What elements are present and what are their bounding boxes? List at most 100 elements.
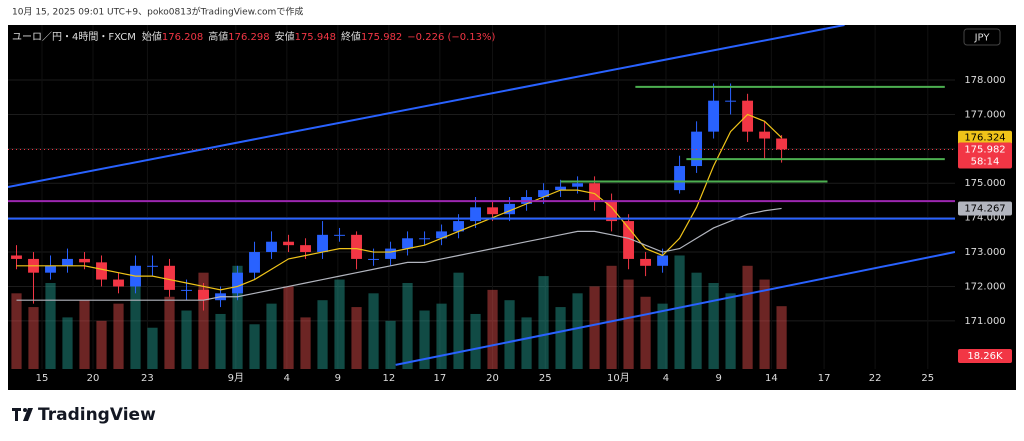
- candle-body: [300, 245, 311, 253]
- candle-body: [453, 221, 464, 232]
- volume-bar: [419, 310, 430, 369]
- candle-body: [317, 234, 328, 253]
- candle-body: [402, 238, 413, 249]
- candle-body: [708, 100, 720, 132]
- candle-body: [368, 258, 379, 260]
- volume-bar: [487, 289, 498, 369]
- candle-body: [538, 190, 549, 197]
- volume-bar: [351, 307, 362, 369]
- volume-label: 18.26K: [967, 351, 1003, 362]
- y-tick-label: 171.000: [964, 316, 1005, 327]
- volume-bar: [181, 310, 192, 369]
- candle-body: [113, 279, 124, 287]
- candle-body: [589, 183, 601, 201]
- ohlc-label: 高値: [208, 30, 228, 43]
- volume-bar: [657, 303, 668, 369]
- candle-body: [470, 207, 481, 222]
- volume-bar: [232, 265, 243, 369]
- last-price-box: [958, 142, 1012, 169]
- volume-bar: [96, 320, 107, 369]
- x-tick-label: 22: [869, 373, 882, 384]
- volume-bar: [504, 300, 515, 369]
- volume-bar: [674, 255, 685, 369]
- volume-bar: [198, 272, 209, 369]
- volume-bar: [368, 293, 379, 369]
- y-tick-label: 178.000: [964, 75, 1005, 86]
- volume-bar: [147, 327, 158, 369]
- candle-body: [555, 186, 566, 191]
- candle-body: [266, 241, 277, 253]
- x-tick-label: 12: [382, 373, 395, 384]
- volume-bar: [589, 286, 600, 369]
- ohlc-value: 175.948: [295, 32, 336, 43]
- candle-body: [283, 241, 294, 246]
- volume-bar: [759, 279, 770, 369]
- x-tick-label: 17: [818, 373, 831, 384]
- moving-average: [16, 207, 782, 301]
- volume-bar: [62, 317, 73, 369]
- ohlc-label: 安値: [275, 30, 295, 43]
- brand-name: TradingView: [38, 405, 156, 425]
- candle-body: [96, 262, 107, 280]
- volume-bar: [249, 324, 260, 369]
- candle-body: [385, 248, 396, 259]
- currency-label[interactable]: JPY: [974, 33, 991, 44]
- volume-bar: [470, 313, 481, 369]
- candle-body: [11, 255, 22, 259]
- x-tick-label: 9: [335, 373, 341, 384]
- currency-button[interactable]: [963, 28, 1001, 46]
- volume-bar: [385, 320, 396, 369]
- volume-bar: [708, 283, 719, 369]
- candle-body: [164, 265, 175, 290]
- candle-body: [45, 265, 56, 273]
- drawing-line: [395, 251, 955, 366]
- candle-body: [640, 258, 652, 266]
- candle-body: [657, 255, 669, 266]
- candle-body: [436, 231, 447, 239]
- caption: 10月 15, 2025 09:01 UTC+9、poko0813がTradin…: [12, 6, 303, 18]
- drawing-line: [8, 25, 845, 189]
- volume-bar: [742, 265, 753, 369]
- x-tick-label: 9月: [228, 372, 244, 384]
- volume-bar: [130, 286, 141, 369]
- candle-body: [487, 207, 498, 215]
- candle-body: [79, 258, 90, 263]
- candle-body: [198, 289, 209, 301]
- volume-bar: [283, 286, 294, 369]
- ma-price-label-box: [958, 130, 1012, 145]
- candle-body: [351, 234, 362, 259]
- x-tick-label: 10月: [607, 372, 630, 384]
- candle-body: [776, 138, 788, 150]
- volume-label-box: [958, 349, 1012, 363]
- ma-price-label: 176.324: [964, 133, 1005, 144]
- candle-body: [725, 100, 737, 102]
- volume-bar: [164, 296, 175, 369]
- candle-body: [147, 265, 158, 267]
- ma-price-label-box: [958, 201, 1012, 216]
- candle-body: [572, 183, 584, 187]
- volume-bar: [725, 293, 736, 369]
- candle-body: [606, 200, 618, 222]
- candle-body: [623, 221, 635, 259]
- candle-body: [419, 238, 430, 240]
- volume-bar: [776, 306, 787, 369]
- volume-bar: [11, 293, 22, 369]
- volume-bar: [79, 300, 90, 369]
- symbol: ユーロ／円・4時間・FXCM: [12, 31, 136, 43]
- volume-bar: [300, 317, 311, 369]
- y-tick-label: 177.000: [964, 109, 1005, 120]
- volume-bar: [334, 279, 345, 369]
- volume-bar: [402, 283, 413, 369]
- candle-body: [249, 252, 260, 273]
- moving-average: [16, 113, 782, 291]
- change: −0.226 (−0.13%): [407, 32, 495, 43]
- countdown: 58:14: [971, 156, 1000, 167]
- legend: ユーロ／円・4時間・FXCM 始値176.208 高値176.298 安値175.94…: [12, 30, 496, 43]
- ohlc-label: 始値: [142, 30, 162, 43]
- candle-body: [181, 289, 192, 291]
- y-tick-label: 172.000: [964, 281, 1005, 292]
- candle-body: [334, 234, 345, 236]
- volume-bar: [113, 303, 124, 369]
- ma-price-label: 174.267: [964, 203, 1005, 214]
- candle-body: [504, 203, 515, 215]
